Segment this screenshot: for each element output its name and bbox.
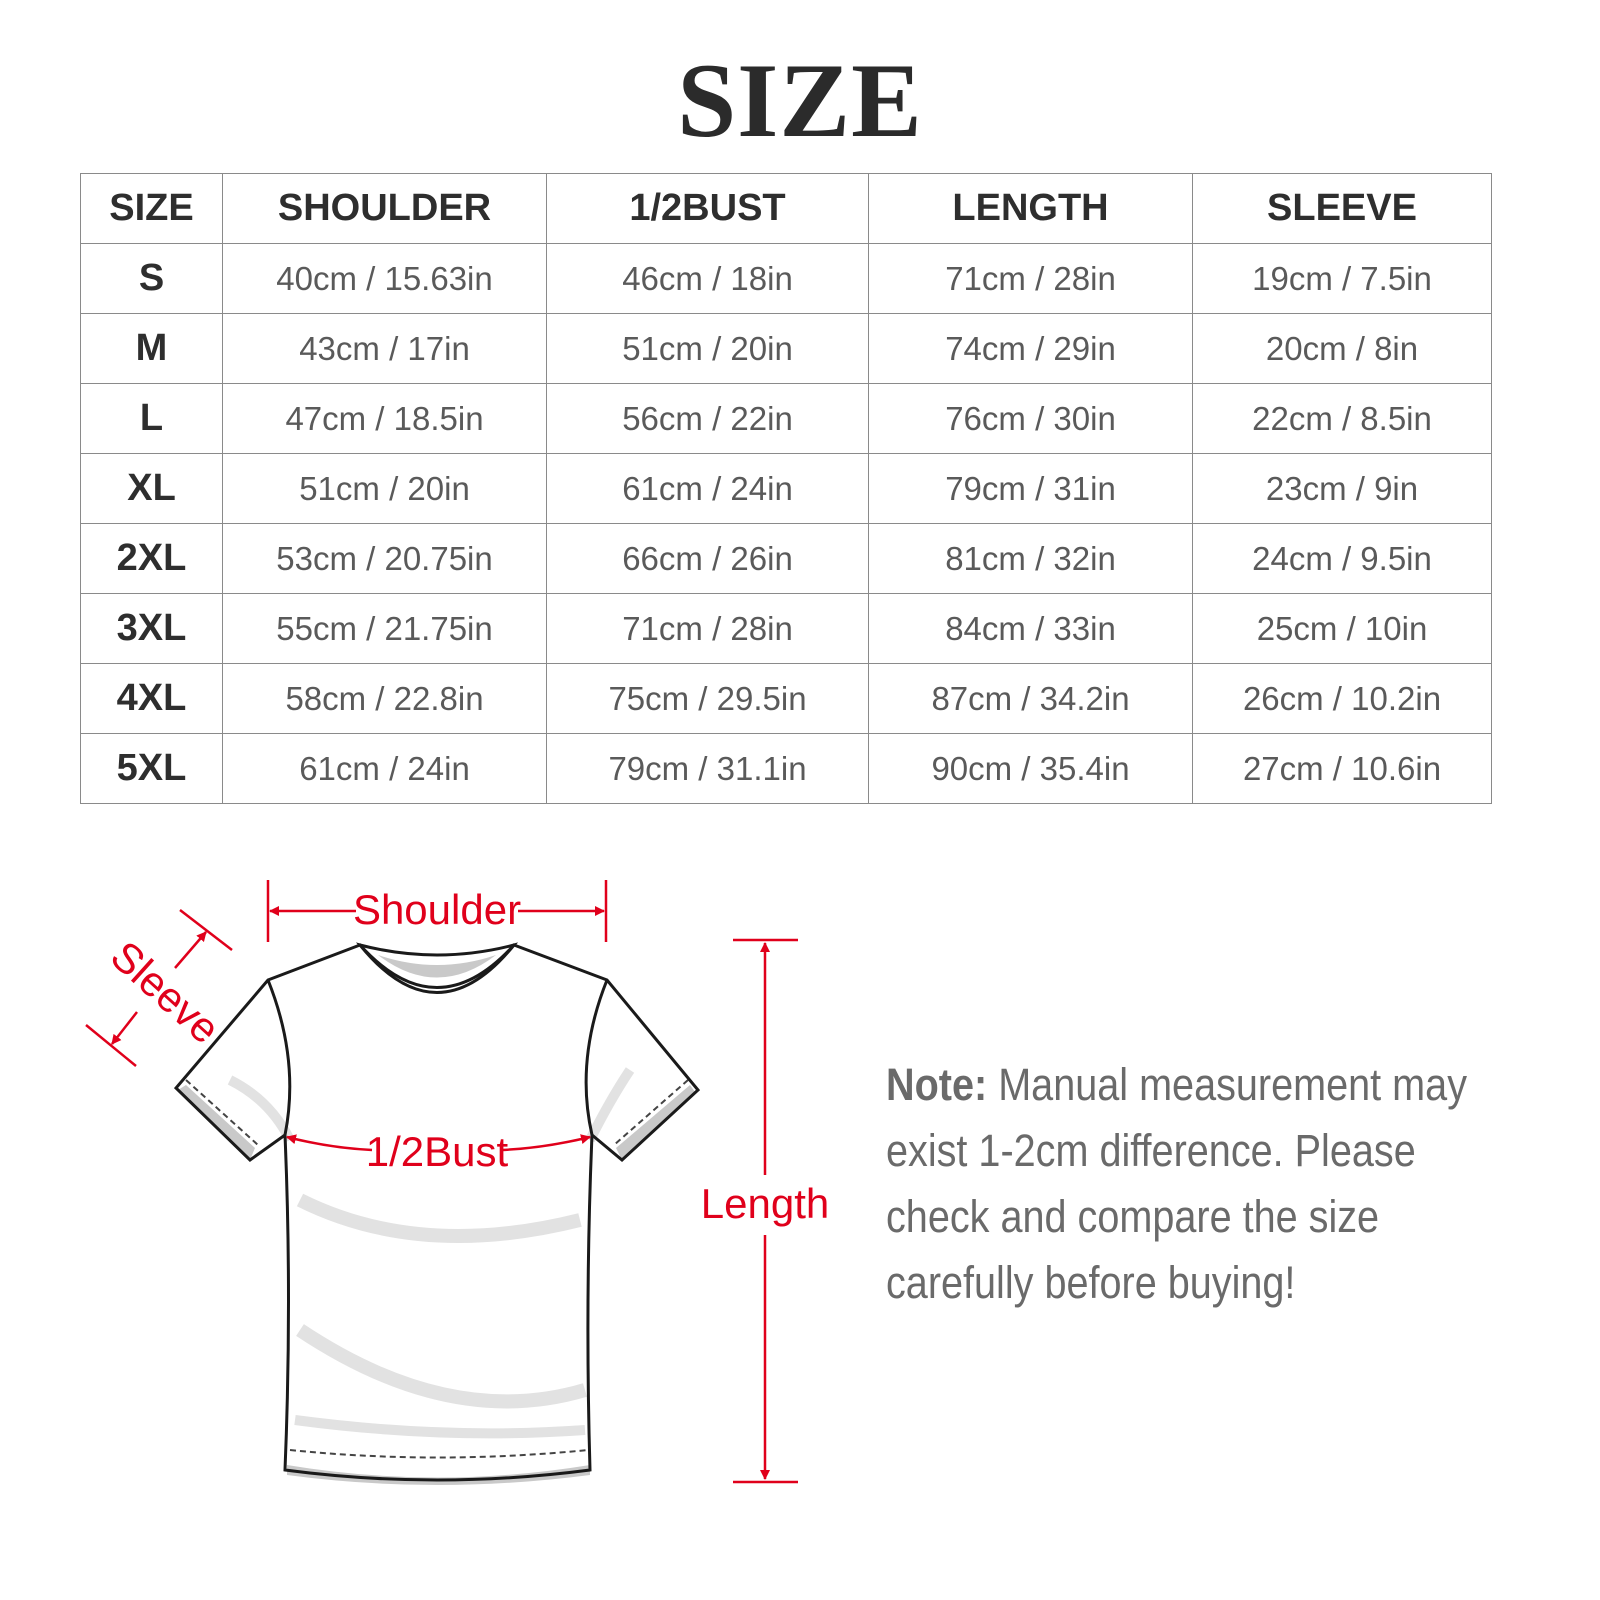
- measurement-cell: 51cm / 20in: [222, 453, 547, 524]
- table-row: XL 51cm / 20in 61cm / 24in 79cm / 31in 23cm …: [80, 453, 1492, 524]
- size-cell: XL: [80, 453, 223, 524]
- measurement-cell: 81cm / 32in: [868, 523, 1193, 594]
- bust-label: 1/2Bust: [366, 1128, 509, 1175]
- measurement-cell: 23cm / 9in: [1192, 453, 1492, 524]
- size-cell: S: [80, 243, 223, 314]
- table-row: S 40cm / 15.63in 46cm / 18in 71cm / 28in 19c…: [80, 243, 1492, 314]
- measurement-cell: 25cm / 10in: [1192, 593, 1492, 664]
- measurement-cell: 43cm / 17in: [222, 313, 547, 384]
- measurement-cell: 56cm / 22in: [546, 383, 869, 454]
- measurement-cell: 71cm / 28in: [546, 593, 869, 664]
- measurement-cell: 22cm / 8.5in: [1192, 383, 1492, 454]
- table-row: L 47cm / 18.5in 56cm / 22in 76cm / 30in 22cm…: [80, 383, 1492, 454]
- measurement-cell: 74cm / 29in: [868, 313, 1193, 384]
- note-body: Manual measurement may exist 1-2cm diffe…: [886, 1059, 1467, 1308]
- measurement-cell: 46cm / 18in: [546, 243, 869, 314]
- tshirt-outline: [173, 942, 701, 1485]
- column-header-size: SIZE: [80, 173, 223, 244]
- measurement-cell: 61cm / 24in: [546, 453, 869, 524]
- measurement-cell: 66cm / 26in: [546, 523, 869, 594]
- measurement-cell: 79cm / 31.1in: [546, 733, 869, 804]
- column-header-length: LENGTH: [868, 173, 1193, 244]
- table-row: 2XL 53cm / 20.75in 66cm / 26in 81cm / 32in 2…: [80, 523, 1492, 594]
- measurement-cell: 55cm / 21.75in: [222, 593, 547, 664]
- length-measure: [733, 938, 798, 1484]
- table-row: 5XL 61cm / 24in 79cm / 31.1in 90cm / 35.4in…: [80, 733, 1492, 804]
- table-row: 4XL 58cm / 22.8in 75cm / 29.5in 87cm / 34.2…: [80, 663, 1492, 734]
- table-row: M 43cm / 17in 51cm / 20in 74cm / 29in 20cm /…: [80, 313, 1492, 384]
- bust-measure: [286, 1134, 591, 1152]
- note-text: Note: Manual measurement may exist 1-2cm…: [886, 1052, 1520, 1316]
- measurement-cell: 71cm / 28in: [868, 243, 1193, 314]
- size-cell: 3XL: [80, 593, 223, 664]
- measurement-cell: 27cm / 10.6in: [1192, 733, 1492, 804]
- shoulder-label: Shoulder: [353, 886, 521, 933]
- table-row: 3XL 55cm / 21.75in 71cm / 28in 84cm / 33in 2…: [80, 593, 1492, 664]
- measurement-cell: 58cm / 22.8in: [222, 663, 547, 734]
- size-cell: L: [80, 383, 223, 454]
- column-header-sleeve: SLEEVE: [1192, 173, 1492, 244]
- measurement-cell: 75cm / 29.5in: [546, 663, 869, 734]
- measurement-cell: 24cm / 9.5in: [1192, 523, 1492, 594]
- measurement-cell: 19cm / 7.5in: [1192, 243, 1492, 314]
- size-cell: 4XL: [80, 663, 223, 734]
- measurement-cell: 90cm / 35.4in: [868, 733, 1193, 804]
- measurement-cell: 51cm / 20in: [546, 313, 869, 384]
- measurement-cell: 53cm / 20.75in: [222, 523, 547, 594]
- size-table: SIZE SHOULDER 1/2BUST LENGTH SLEEVE S 40cm / …: [80, 173, 1492, 804]
- measurement-cell: 26cm / 10.2in: [1192, 663, 1492, 734]
- measurement-cell: 84cm / 33in: [868, 593, 1193, 664]
- sleeve-measure: [85, 909, 233, 1067]
- shoulder-measure: [266, 880, 608, 942]
- measurement-cell: 20cm / 8in: [1192, 313, 1492, 384]
- size-cell: M: [80, 313, 223, 384]
- measurement-cell: 61cm / 24in: [222, 733, 547, 804]
- length-label: Length: [701, 1180, 829, 1227]
- column-header-1-2bust: 1/2BUST: [546, 173, 869, 244]
- page-title: SIZE: [677, 42, 923, 159]
- measurement-cell: 40cm / 15.63in: [222, 243, 547, 314]
- size-cell: 5XL: [80, 733, 223, 804]
- measurement-cell: 76cm / 30in: [868, 383, 1193, 454]
- note-label: Note:: [886, 1059, 988, 1110]
- table-header-row: SIZE SHOULDER 1/2BUST LENGTH SLEEVE: [80, 173, 1492, 244]
